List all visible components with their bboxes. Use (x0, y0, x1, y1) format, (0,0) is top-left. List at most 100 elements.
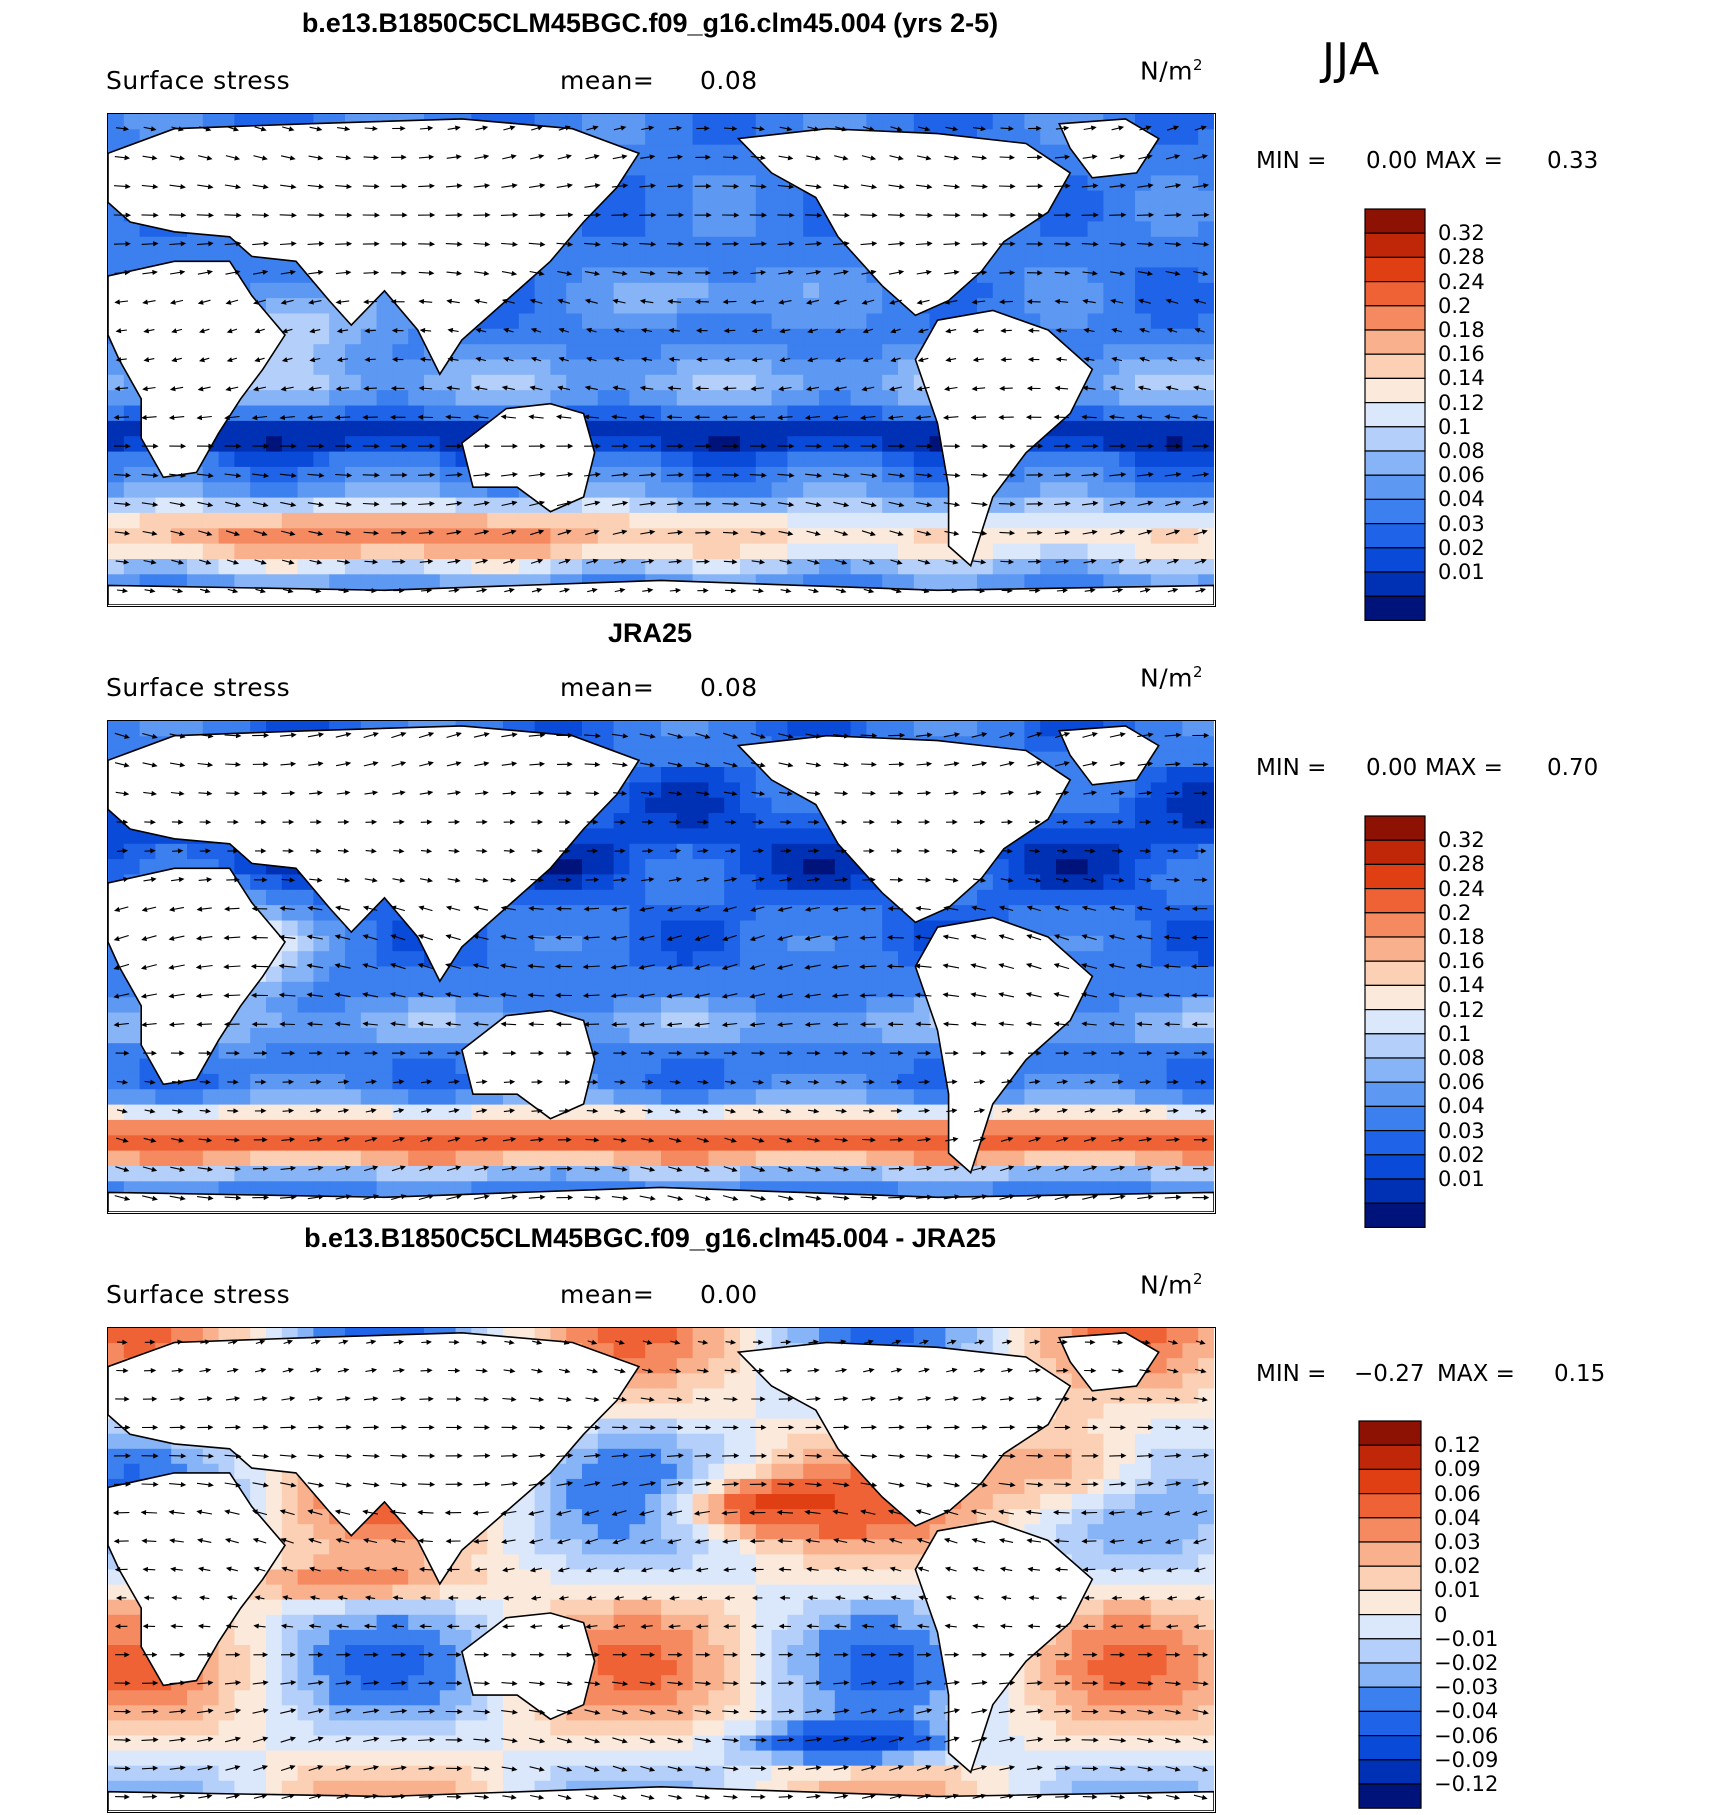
colorbar-swatch (1364, 1009, 1426, 1035)
colorbar-swatch (1364, 377, 1426, 404)
colorbar-level-label: 0.12 (1438, 390, 1485, 415)
colorbar-level-label: 0.03 (1438, 511, 1485, 536)
colorbar-level-label: 0.14 (1438, 973, 1485, 998)
colorbar-swatch (1364, 887, 1426, 914)
colorbar-level-label: −0.12 (1434, 1772, 1499, 1796)
panel-1-units: N/m2 (1140, 56, 1204, 86)
panel-3-max-label: MAX = (1437, 1361, 1515, 1387)
colorbar-level-label: 0.06 (1438, 463, 1485, 488)
panel-3-map (107, 1327, 1216, 1813)
colorbar-level-label: 0.18 (1438, 318, 1485, 342)
colorbar-level-label: 0.18 (1438, 925, 1485, 949)
colorbar-swatch (1358, 1783, 1422, 1809)
colorbar-swatch (1364, 280, 1426, 307)
colorbar-level-label: 0.2 (1438, 293, 1472, 318)
colorbar-level-label: 0.03 (1434, 1530, 1481, 1554)
panel-1-title: b.e13.B1850C5CLM45BGC.f09_g16.clm45.004 … (301, 8, 999, 38)
panel-2-max-label: MAX = (1425, 755, 1503, 781)
coastline (108, 1331, 641, 1586)
panel-2-mean-label: mean= (560, 673, 655, 702)
coastline (1058, 118, 1160, 179)
colorbar-swatch (1358, 1614, 1422, 1640)
colorbar-swatch (1364, 839, 1426, 866)
colorbar-level-label: 0.08 (1438, 439, 1485, 463)
colorbar-level-label: 0.14 (1438, 366, 1485, 391)
panel-3-title: b.e13.B1850C5CLM45BGC.f09_g16.clm45.004 … (304, 1223, 996, 1253)
colorbar-swatch (1358, 1444, 1422, 1471)
colorbar-level-label: −0.06 (1434, 1723, 1499, 1748)
colorbar-swatch (1364, 571, 1426, 597)
panel-2-units: N/m2 (1140, 663, 1204, 693)
colorbar-level-label: 0.02 (1438, 535, 1485, 560)
panel-2-max-value: 0.70 (1547, 755, 1599, 781)
coastline (914, 916, 1094, 1175)
colorbar-swatch (1358, 1541, 1422, 1567)
colorbar-swatch (1364, 1081, 1426, 1108)
colorbar-swatch (1364, 984, 1426, 1011)
panel-2-min-label: MIN = (1256, 755, 1327, 781)
colorbar-swatch (1364, 426, 1426, 452)
colorbar-swatch (1364, 1130, 1426, 1156)
colorbar-swatch (1364, 498, 1426, 525)
coastline (1057, 1331, 1160, 1392)
colorbar-swatch (1358, 1710, 1422, 1737)
coastline (736, 1341, 1072, 1527)
colorbar-level-label: 0.04 (1438, 487, 1485, 512)
colorbar-swatch (1364, 232, 1426, 259)
panel-2-title: JRA25 (607, 618, 693, 648)
panel-1-variable: Surface stress (106, 66, 291, 95)
colorbar-level-label: 0.12 (1438, 997, 1485, 1022)
colorbar-level-label: 0.03 (1438, 1118, 1485, 1143)
panel-2-mean-value: 0.08 (700, 673, 758, 702)
colorbar-swatch (1364, 863, 1426, 890)
colorbar-swatch (1364, 1202, 1426, 1229)
panel-1-min-label: MIN = (1256, 148, 1327, 174)
coastline (108, 725, 641, 983)
panel-2-variable: Surface stress (106, 673, 291, 702)
panel-2-min-value: 0.00 (1366, 755, 1418, 781)
colorbar-level-label: 0.06 (1438, 1070, 1485, 1095)
panel-3-mean-value: 0.00 (700, 1280, 758, 1309)
panel-3-min-label: MIN = (1256, 1361, 1327, 1387)
panel-2-field (108, 721, 1214, 1212)
colorbar-swatch (1358, 1517, 1422, 1543)
colorbar-swatch (1358, 1662, 1422, 1688)
colorbar-level-label: 0.32 (1438, 828, 1485, 853)
colorbar-level-label: 0.24 (1438, 269, 1485, 294)
colorbar-level-label: 0.02 (1438, 1142, 1485, 1167)
coastline (108, 1785, 1214, 1811)
colorbar-level-label: 0.32 (1438, 221, 1485, 246)
colorbar-swatch (1364, 256, 1426, 283)
panel-3-min-value: −0.27 (1354, 1361, 1425, 1387)
colorbar-level-label: 0.28 (1438, 852, 1485, 877)
panel-3-mean-label: mean= (560, 1280, 655, 1309)
coastline (1058, 725, 1160, 786)
colorbar-swatch (1364, 1105, 1426, 1132)
coastline (108, 118, 641, 376)
colorbar-swatch (1358, 1492, 1422, 1519)
colorbar-swatches (1358, 1420, 1422, 1809)
colorbar-swatch (1364, 960, 1426, 986)
colorbar-swatch (1364, 329, 1426, 355)
panel-1-min-value: 0.00 (1366, 148, 1418, 174)
colorbar-level-label: 0.09 (1434, 1457, 1481, 1482)
colorbar-level-label: −0.02 (1434, 1651, 1499, 1675)
panel-3-variable: Surface stress (106, 1280, 291, 1309)
colorbar-swatch (1364, 547, 1426, 573)
colorbar-swatch (1364, 1154, 1426, 1180)
colorbar-swatch (1364, 912, 1426, 938)
colorbar-level-label: −0.04 (1434, 1699, 1499, 1724)
colorbar-level-label: 0.04 (1434, 1505, 1481, 1530)
stress-vectors (113, 731, 1210, 1201)
colorbar-swatch (1358, 1468, 1422, 1495)
colorbar-swatch (1364, 523, 1426, 549)
colorbar-swatch (1364, 1057, 1426, 1083)
colorbar-level-label: −0.09 (1434, 1747, 1499, 1772)
colorbar-level-label: 0.28 (1438, 245, 1485, 270)
season-label: JJA (1322, 34, 1381, 85)
colorbar-swatches (1364, 208, 1426, 622)
colorbar-swatch (1358, 1565, 1422, 1591)
colorbar-swatch (1364, 305, 1426, 331)
colorbar-level-label: 0.16 (1438, 342, 1485, 367)
panel-1-mean-label: mean= (560, 66, 655, 95)
